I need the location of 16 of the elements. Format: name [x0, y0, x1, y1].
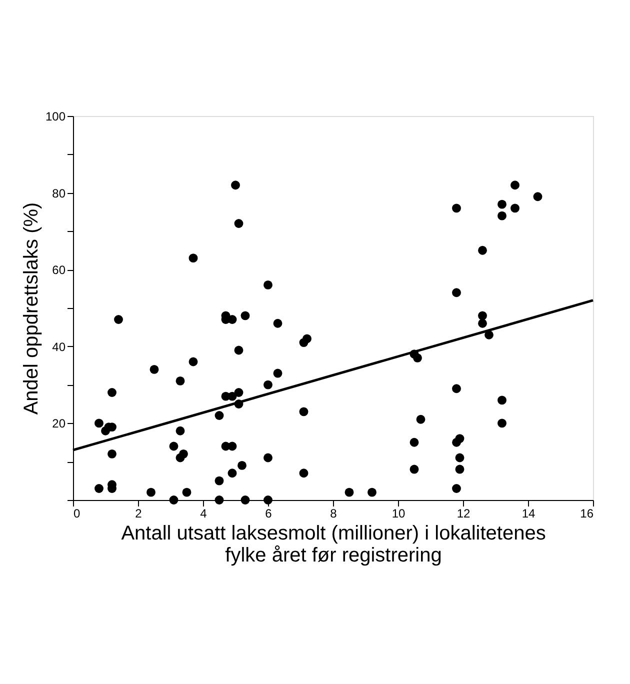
y-tick-label: 100: [45, 110, 66, 124]
y-tick-label: 80: [52, 186, 66, 200]
x-tick-label: 14: [522, 506, 536, 520]
x-tick-label: 2: [135, 506, 142, 520]
x-tick-label: 12: [456, 506, 470, 520]
y-axis-title: Andel oppdrettslaks (%): [20, 202, 42, 415]
x-tick-label: 0: [74, 506, 80, 520]
y-tick-label: 40: [52, 340, 66, 354]
x-tick-label: 6: [265, 506, 272, 520]
y-tick-label: 20: [52, 416, 66, 431]
x-tick-label: 8: [330, 506, 338, 520]
x-tick-label: 16: [580, 506, 594, 520]
x-axis-title: Antall utsatt laksesmolt (millioner) i lokalitetenes fylke året før registrering: [121, 522, 546, 566]
x-tick-label: 4: [200, 506, 208, 520]
y-tick-label: 60: [52, 263, 66, 278]
x-tick-label: 10: [392, 506, 406, 520]
